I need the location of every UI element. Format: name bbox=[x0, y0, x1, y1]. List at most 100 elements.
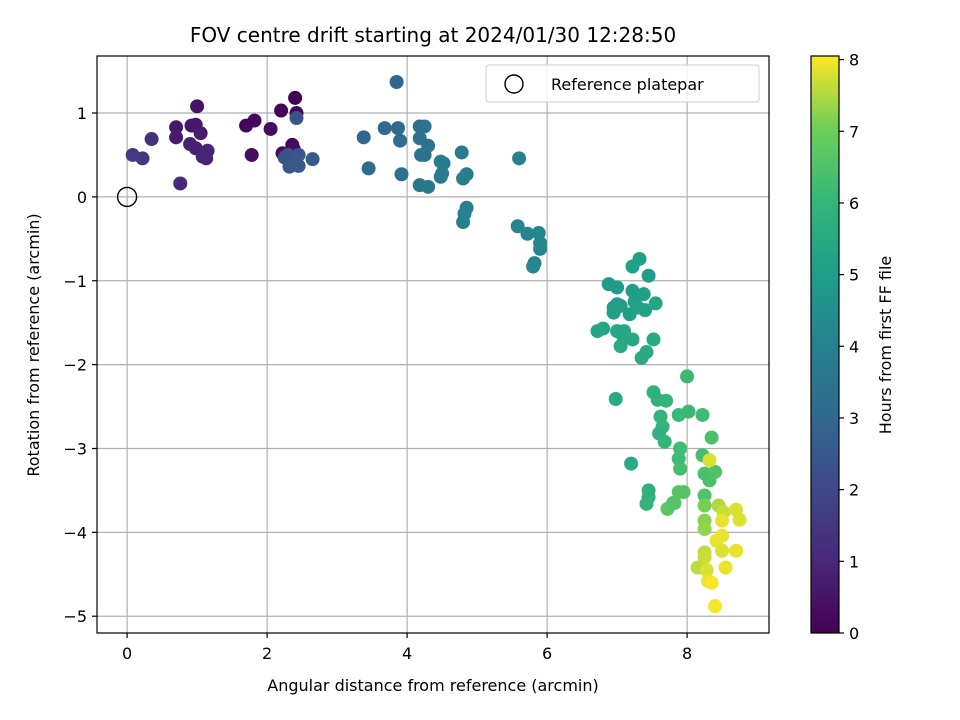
data-point bbox=[673, 461, 688, 476]
data-point bbox=[697, 498, 712, 513]
data-point bbox=[697, 522, 712, 537]
data-point bbox=[704, 430, 719, 445]
data-point bbox=[657, 434, 672, 449]
data-point bbox=[680, 369, 695, 384]
data-point bbox=[613, 339, 628, 354]
plot-frame bbox=[96, 55, 770, 634]
data-point bbox=[695, 407, 710, 422]
data-point bbox=[289, 111, 304, 126]
colorbar-ticks: 0 1 2 3 4 5 6 7 8 bbox=[839, 51, 859, 643]
legend-label: Reference platepar bbox=[551, 75, 704, 94]
data-point bbox=[394, 167, 409, 182]
colorbar-tick-label: 1 bbox=[849, 552, 859, 571]
y-tick-label: −3 bbox=[63, 439, 87, 458]
colorbar-label: Hours from first FF file bbox=[876, 256, 895, 435]
data-point bbox=[533, 241, 548, 256]
data-point bbox=[610, 280, 625, 295]
colorbar-tick-label: 3 bbox=[849, 409, 859, 428]
data-point bbox=[608, 392, 623, 407]
data-point bbox=[417, 119, 432, 134]
data-point bbox=[356, 130, 371, 145]
data-point bbox=[732, 512, 747, 527]
data-point bbox=[708, 599, 723, 614]
data-point bbox=[625, 332, 640, 347]
data-point bbox=[520, 226, 535, 241]
colorbar-tick-label: 7 bbox=[849, 122, 859, 141]
chart-title: FOV centre drift starting at 2024/01/30 … bbox=[190, 23, 676, 47]
data-point bbox=[456, 215, 471, 230]
y-tick-label: −4 bbox=[63, 523, 87, 542]
data-point bbox=[512, 151, 527, 166]
colorbar-tick-label: 2 bbox=[849, 481, 859, 500]
data-point bbox=[702, 453, 717, 468]
data-point bbox=[625, 259, 640, 274]
reference-marker bbox=[116, 186, 138, 208]
data-point bbox=[263, 121, 278, 136]
y-tick-label: 1 bbox=[77, 104, 87, 123]
data-point bbox=[199, 151, 214, 166]
data-point bbox=[590, 324, 605, 339]
data-point bbox=[704, 575, 719, 590]
data-point bbox=[291, 147, 306, 162]
y-axis-label: Rotation from reference (arcmin) bbox=[24, 213, 43, 476]
colorbar-tick-label: 8 bbox=[849, 51, 859, 70]
data-point bbox=[169, 120, 184, 135]
colorbar-tick-label: 6 bbox=[849, 194, 859, 213]
data-point bbox=[639, 496, 654, 511]
data-point bbox=[239, 118, 254, 133]
data-point bbox=[288, 90, 303, 105]
data-point bbox=[606, 305, 621, 320]
data-point bbox=[699, 563, 714, 578]
colorbar-tick-label: 4 bbox=[849, 337, 859, 356]
data-point bbox=[389, 74, 404, 89]
data-point bbox=[377, 121, 392, 136]
data-point bbox=[393, 133, 408, 148]
data-point bbox=[729, 543, 744, 558]
x-tick-label: 2 bbox=[262, 644, 272, 663]
data-points bbox=[125, 74, 747, 614]
data-point bbox=[697, 488, 712, 503]
data-point bbox=[671, 407, 686, 422]
data-point bbox=[634, 350, 649, 365]
data-point bbox=[641, 268, 656, 283]
legend-marker bbox=[504, 74, 524, 94]
colorbar-gradient bbox=[810, 55, 840, 634]
data-point bbox=[659, 393, 674, 408]
x-tick-label: 6 bbox=[542, 644, 552, 663]
data-point bbox=[624, 456, 639, 471]
colorbar: 0 1 2 3 4 5 6 7 8 Hours from first FF file bbox=[810, 51, 895, 643]
data-point bbox=[391, 121, 405, 136]
data-point bbox=[510, 219, 525, 234]
reference-point bbox=[116, 186, 138, 208]
data-point bbox=[622, 307, 637, 322]
x-tick-label: 4 bbox=[402, 644, 412, 663]
data-point bbox=[125, 147, 140, 162]
data-point bbox=[625, 283, 640, 298]
data-point bbox=[193, 126, 208, 141]
data-point bbox=[144, 132, 159, 147]
data-point bbox=[718, 560, 733, 575]
data-point bbox=[708, 464, 723, 479]
data-point bbox=[244, 147, 259, 162]
data-point bbox=[169, 130, 184, 145]
legend: Reference platepar bbox=[485, 64, 760, 103]
y-tick-label: 0 bbox=[77, 188, 87, 207]
data-point bbox=[638, 303, 653, 318]
data-point bbox=[715, 513, 730, 528]
y-tick-label: −1 bbox=[63, 272, 87, 291]
grid-lines bbox=[97, 56, 769, 633]
y-tick-label: −5 bbox=[63, 607, 87, 626]
data-point bbox=[173, 176, 188, 191]
data-point bbox=[305, 152, 320, 167]
colorbar-tick-label: 5 bbox=[849, 266, 859, 285]
data-point bbox=[421, 179, 436, 194]
data-point bbox=[697, 550, 712, 565]
data-point bbox=[667, 496, 682, 511]
data-point bbox=[190, 99, 205, 114]
data-point bbox=[459, 167, 474, 182]
data-point bbox=[526, 259, 541, 274]
x-tick-label: 0 bbox=[122, 644, 132, 663]
data-point bbox=[435, 166, 450, 181]
data-point bbox=[291, 158, 306, 173]
